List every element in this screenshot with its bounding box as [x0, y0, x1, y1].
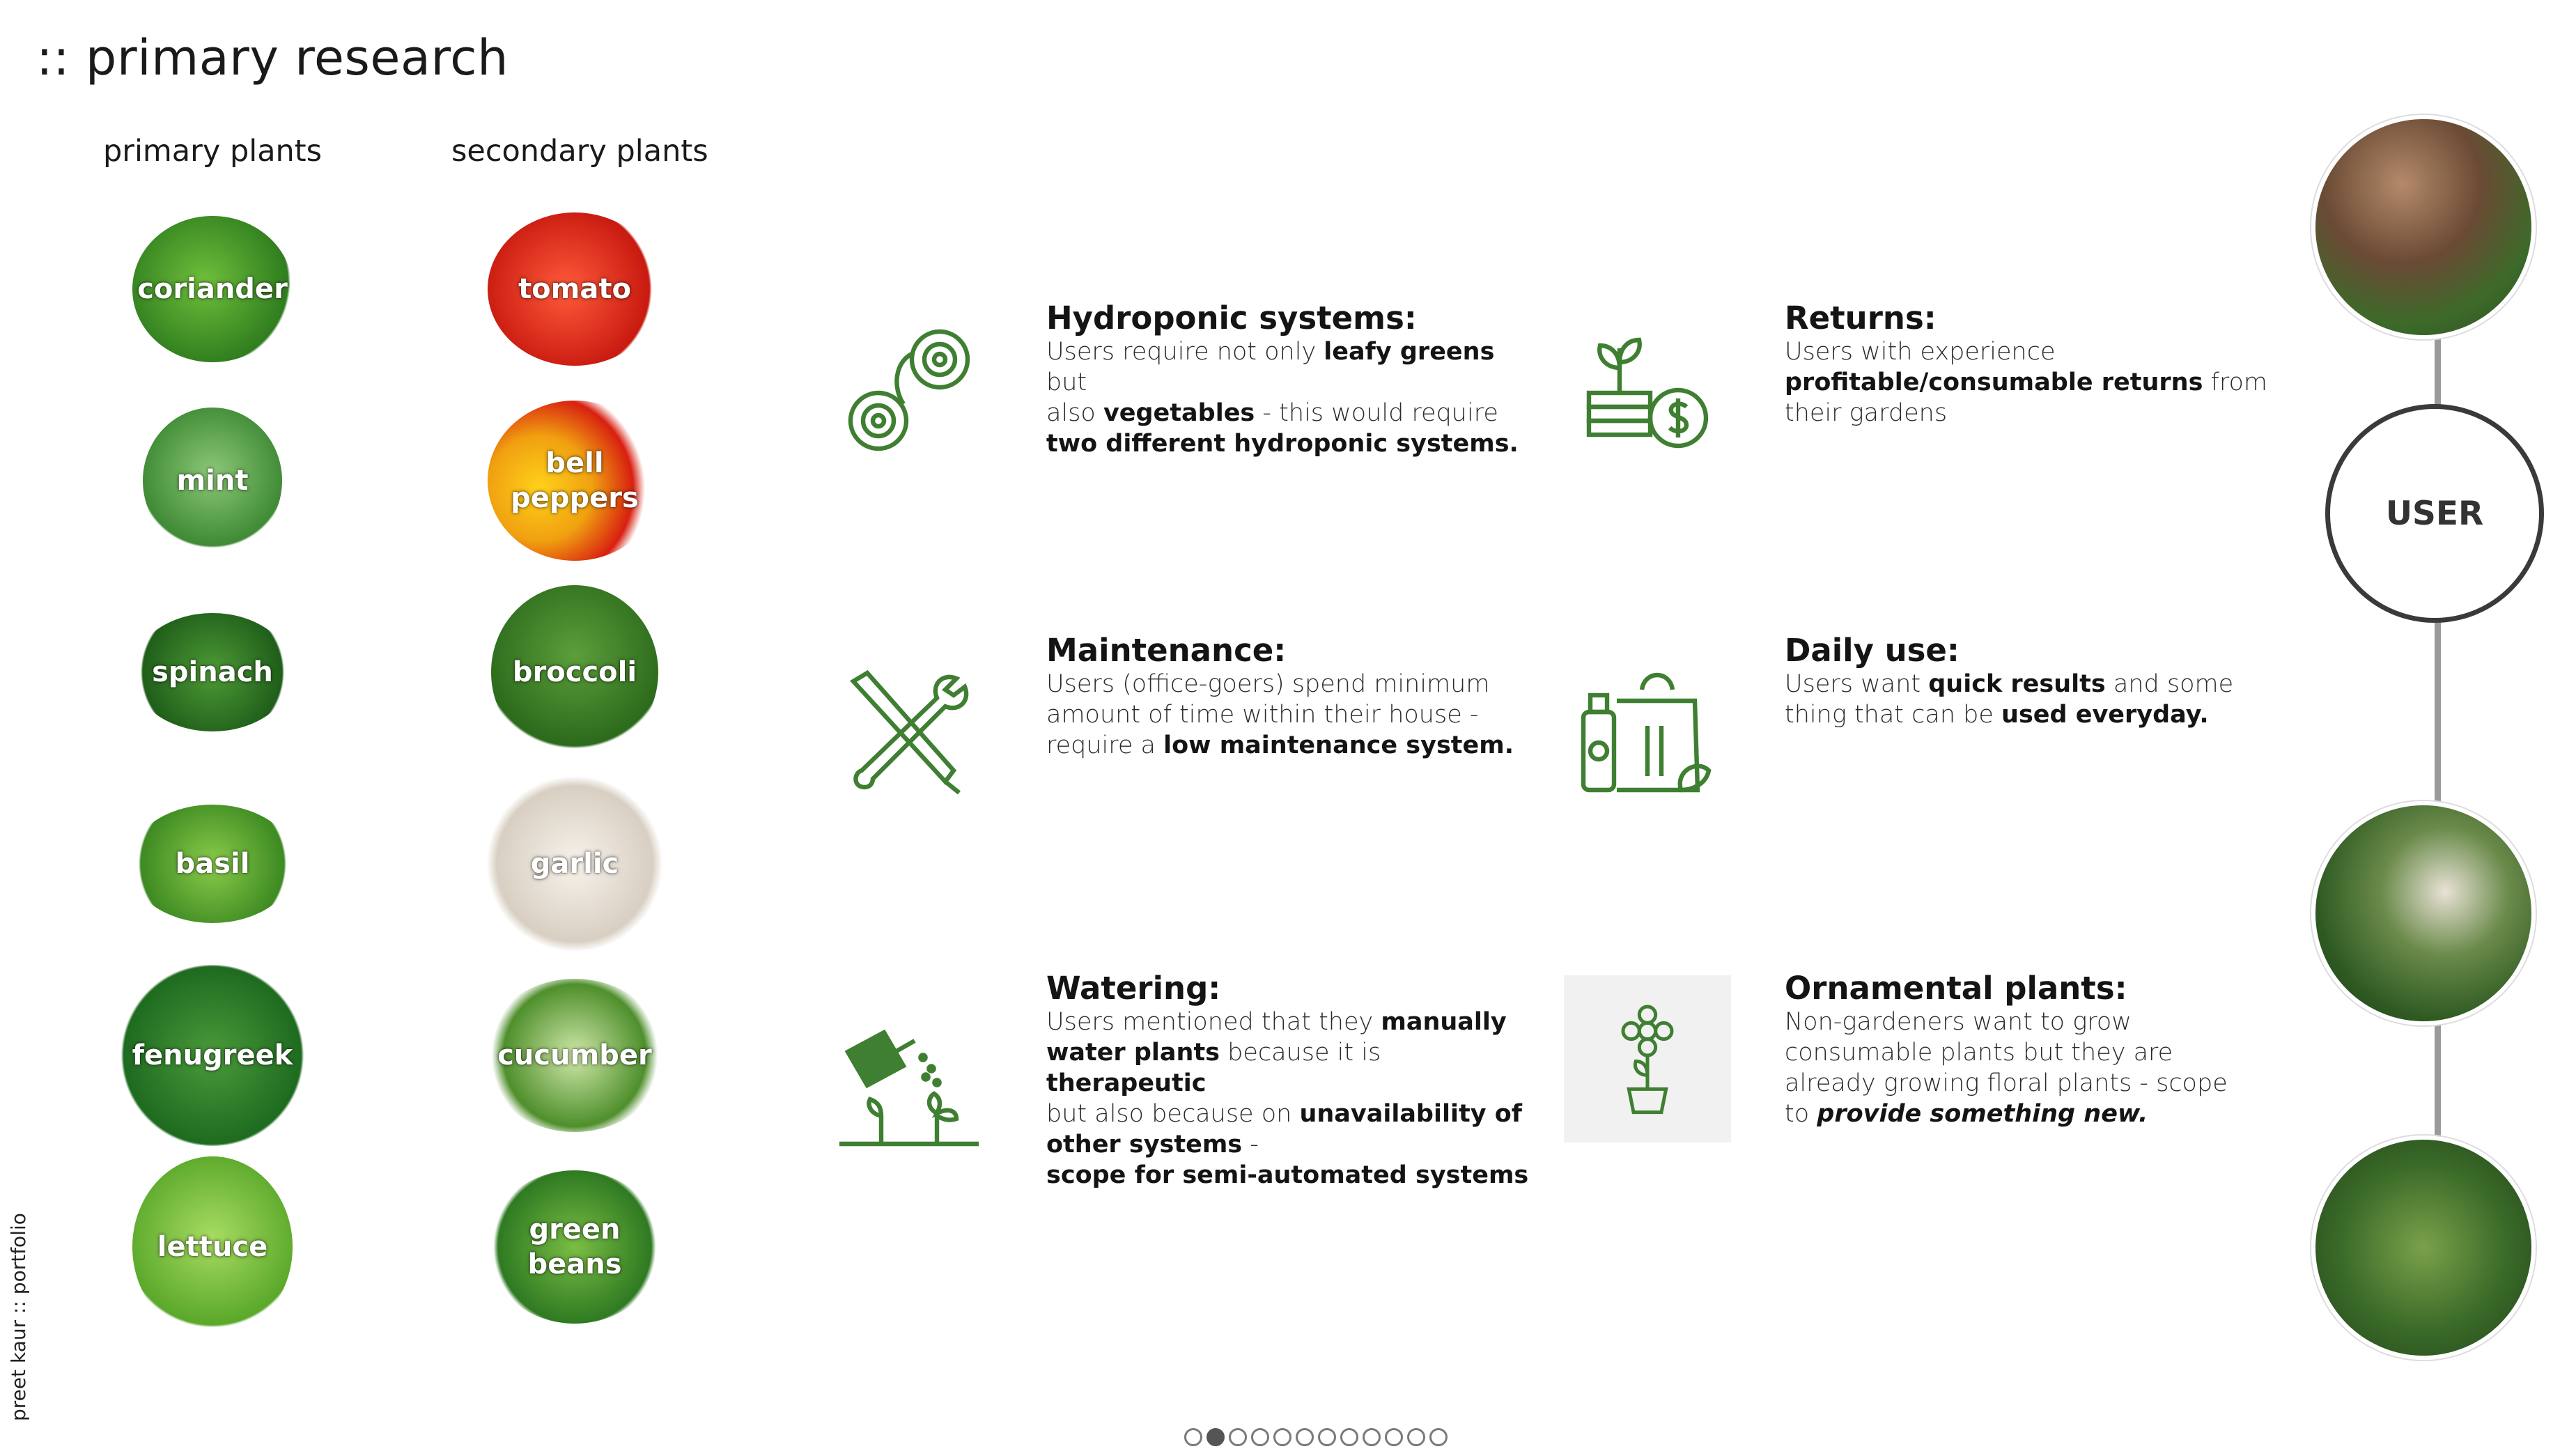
finding-body: Users (office-goers) spend minimum amoun…	[1046, 670, 1514, 759]
finding-watering: Watering: Users mentioned that they manu…	[1046, 970, 1548, 1191]
finding-title: Daily use:	[1785, 632, 1960, 669]
finding-maintenance: Maintenance: Users (office-goers) spend …	[1046, 632, 1534, 761]
primary-plants-heading: primary plants	[103, 134, 323, 169]
potted-flower-icon	[1564, 975, 1731, 1142]
page-dot[interactable]	[1296, 1428, 1314, 1446]
finding-returns: Returns: Users with experience profitabl…	[1785, 300, 2272, 428]
gears-icon	[825, 307, 993, 474]
plant-label: lettuce	[157, 1231, 268, 1263]
plant-label: basil	[175, 848, 250, 880]
user-connector-line	[2435, 334, 2441, 1156]
finding-body: Users with experience profitable/consuma…	[1785, 338, 2267, 427]
plant-fenugreek: fenugreek	[118, 961, 307, 1149]
finding-body: Non-gardeners want to grow consumable pl…	[1785, 1008, 2228, 1128]
plant-money-icon	[1564, 307, 1731, 474]
user-photo-gardening-hands	[2311, 115, 2536, 339]
user-node: USER	[2325, 404, 2544, 623]
finding-body: Users require not only leafy greens but …	[1046, 338, 1519, 458]
side-credit: preet kaur :: portfolio	[7, 1213, 30, 1421]
plant-cucumber: cucumber	[481, 961, 669, 1149]
page-dot[interactable]	[1318, 1428, 1336, 1446]
finding-body: Users mentioned that they manually water…	[1046, 1008, 1529, 1189]
plant-broccoli: broccoli	[481, 578, 669, 766]
plant-label: cucumber	[497, 1039, 652, 1071]
page-dot[interactable]	[1363, 1428, 1381, 1446]
plant-label: green beans	[527, 1214, 622, 1280]
plant-coriander: coriander	[118, 195, 307, 383]
plant-basil: basil	[118, 770, 307, 958]
page-dot[interactable]	[1407, 1428, 1425, 1446]
plant-label: spinach	[152, 656, 273, 688]
page-dot[interactable]	[1385, 1428, 1403, 1446]
plant-label: garlic	[530, 848, 619, 880]
plant-mint: mint	[118, 387, 307, 575]
finding-ornamental: Ornamental plants: Non-gardeners want to…	[1785, 970, 2286, 1129]
page-dot-active[interactable]	[1206, 1428, 1225, 1446]
page-dot[interactable]	[1273, 1428, 1291, 1446]
plant-label: fenugreek	[132, 1039, 293, 1071]
user-photo-harvest-basket	[2311, 801, 2536, 1025]
grocery-bag-icon	[1564, 648, 1731, 815]
page-dot[interactable]	[1429, 1428, 1448, 1446]
finding-title: Hydroponic systems:	[1046, 300, 1417, 336]
page-dot[interactable]	[1340, 1428, 1358, 1446]
finding-title: Ornamental plants:	[1785, 970, 2127, 1007]
plant-label: tomato	[518, 273, 631, 305]
watering-can-icon	[825, 996, 993, 1163]
plant-green-beans: green beans	[481, 1153, 669, 1341]
plant-tomato: tomato	[481, 195, 669, 383]
page-dot[interactable]	[1184, 1428, 1202, 1446]
plant-spinach: spinach	[118, 578, 307, 766]
finding-hydroponic: Hydroponic systems: Users require not on…	[1046, 300, 1534, 459]
finding-title: Watering:	[1046, 970, 1221, 1007]
page-dot[interactable]	[1251, 1428, 1269, 1446]
finding-body: Users want quick results and some thing …	[1785, 670, 2234, 729]
tools-icon	[825, 648, 993, 815]
finding-daily-use: Daily use: Users want quick results and …	[1785, 632, 2272, 730]
plant-bell-peppers: bell peppers	[481, 387, 669, 575]
user-label: USER	[2385, 494, 2484, 533]
plant-label: bell peppers	[511, 447, 639, 514]
plant-label: mint	[176, 465, 249, 497]
secondary-plants-heading: secondary plants	[451, 134, 708, 169]
plant-garlic: garlic	[481, 770, 669, 958]
user-photo-hedge-trimming	[2311, 1136, 2536, 1360]
finding-title: Returns:	[1785, 300, 1937, 336]
plant-label: broccoli	[512, 656, 637, 688]
pagination	[1184, 1428, 1448, 1446]
page-dot[interactable]	[1229, 1428, 1247, 1446]
plant-label: coriander	[137, 273, 288, 305]
page-title: :: primary research	[36, 29, 509, 86]
plant-lettuce: lettuce	[118, 1153, 307, 1341]
finding-title: Maintenance:	[1046, 632, 1287, 669]
